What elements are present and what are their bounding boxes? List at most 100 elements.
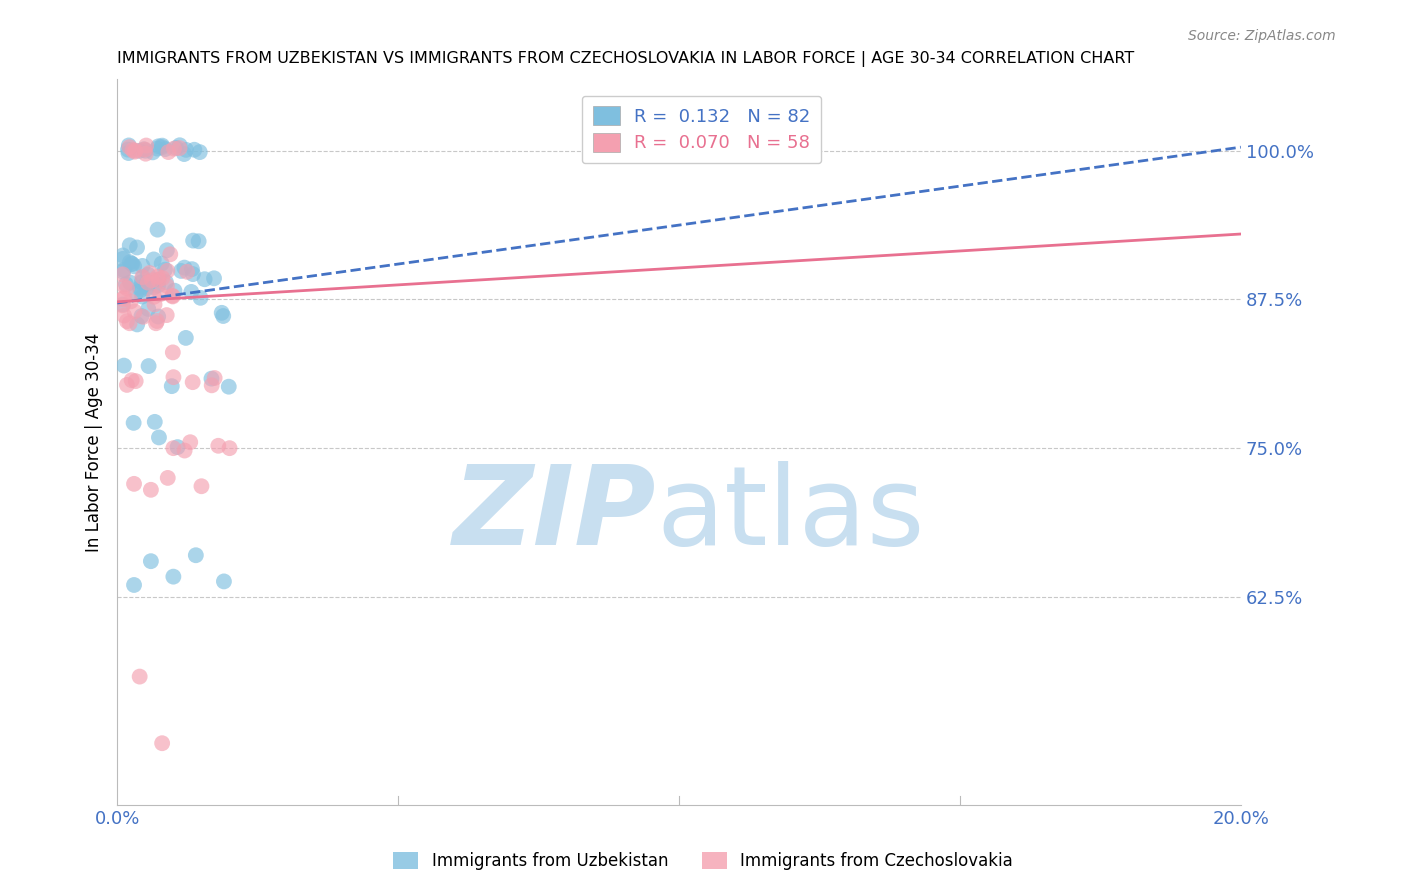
Point [218, 380, 240, 394]
Point [121, 257, 143, 271]
Point [148, 310, 170, 324]
Point [142, 252, 165, 267]
Point [166, 440, 188, 454]
Point [121, 373, 143, 387]
Point [146, 142, 169, 156]
Point [139, 554, 162, 568]
Point [125, 285, 148, 300]
Point [150, 256, 173, 270]
Point [153, 142, 176, 156]
Point [169, 141, 191, 155]
Point [125, 374, 148, 388]
Point [122, 578, 145, 592]
Point [200, 371, 222, 385]
Point [112, 263, 135, 277]
Point [173, 443, 195, 458]
Point [131, 275, 153, 289]
Point [135, 138, 157, 153]
Point [117, 146, 139, 161]
Point [188, 145, 211, 160]
Point [131, 259, 153, 273]
Point [125, 240, 148, 254]
Point [184, 548, 207, 562]
Y-axis label: In Labor Force | Age 30-34: In Labor Force | Age 30-34 [86, 333, 103, 552]
Point [202, 271, 225, 285]
Point [132, 270, 155, 285]
Point [146, 278, 169, 293]
Point [129, 283, 152, 297]
Point [153, 262, 176, 277]
Point [181, 267, 204, 281]
Point [112, 309, 135, 323]
Point [122, 260, 145, 274]
Point [150, 138, 173, 153]
Point [162, 569, 184, 583]
Point [173, 147, 195, 161]
Point [111, 297, 134, 311]
Point [212, 574, 235, 589]
Text: IMMIGRANTS FROM UZBEKISTAN VS IMMIGRANTS FROM CZECHOSLOVAKIA IN LABOR FORCE | AG: IMMIGRANTS FROM UZBEKISTAN VS IMMIGRANTS… [117, 51, 1135, 67]
Text: atlas: atlas [657, 461, 925, 568]
Point [146, 314, 169, 328]
Point [122, 476, 145, 491]
Point [150, 271, 173, 285]
Point [121, 143, 143, 157]
Point [134, 143, 156, 157]
Point [218, 441, 240, 455]
Point [136, 268, 159, 282]
Point [141, 273, 163, 287]
Point [160, 379, 183, 393]
Point [111, 248, 134, 262]
Point [143, 415, 166, 429]
Point [122, 416, 145, 430]
Point [135, 146, 157, 161]
Point [212, 309, 235, 323]
Point [163, 142, 186, 156]
Point [132, 310, 155, 324]
Point [174, 331, 197, 345]
Point [111, 264, 134, 278]
Point [150, 736, 173, 750]
Point [115, 314, 138, 328]
Point [162, 289, 184, 303]
Point [142, 280, 165, 294]
Point [132, 142, 155, 156]
Point [211, 306, 233, 320]
Point [118, 316, 141, 330]
Point [149, 287, 172, 301]
Point [118, 138, 141, 153]
Point [136, 301, 159, 316]
Point [131, 270, 153, 285]
Point [131, 309, 153, 323]
Point [170, 264, 193, 278]
Point [156, 278, 179, 293]
Point [146, 222, 169, 236]
Point [150, 140, 173, 154]
Point [117, 143, 139, 157]
Point [135, 277, 157, 292]
Point [118, 276, 141, 290]
Point [148, 139, 170, 153]
Point [174, 143, 197, 157]
Point [146, 269, 169, 284]
Point [139, 483, 162, 497]
Point [165, 141, 187, 155]
Point [183, 143, 205, 157]
Point [156, 471, 179, 485]
Point [120, 294, 142, 309]
Point [142, 145, 165, 160]
Legend: R =  0.132   N = 82, R =  0.070   N = 58: R = 0.132 N = 82, R = 0.070 N = 58 [582, 95, 821, 163]
Point [162, 370, 184, 384]
Point [162, 289, 184, 303]
Point [112, 291, 135, 305]
Point [111, 299, 134, 313]
Point [179, 435, 201, 450]
Point [115, 378, 138, 392]
Point [129, 281, 152, 295]
Point [118, 140, 141, 154]
Point [176, 265, 198, 279]
Point [169, 138, 191, 153]
Point [121, 257, 143, 271]
Point [111, 252, 134, 266]
Point [157, 145, 180, 159]
